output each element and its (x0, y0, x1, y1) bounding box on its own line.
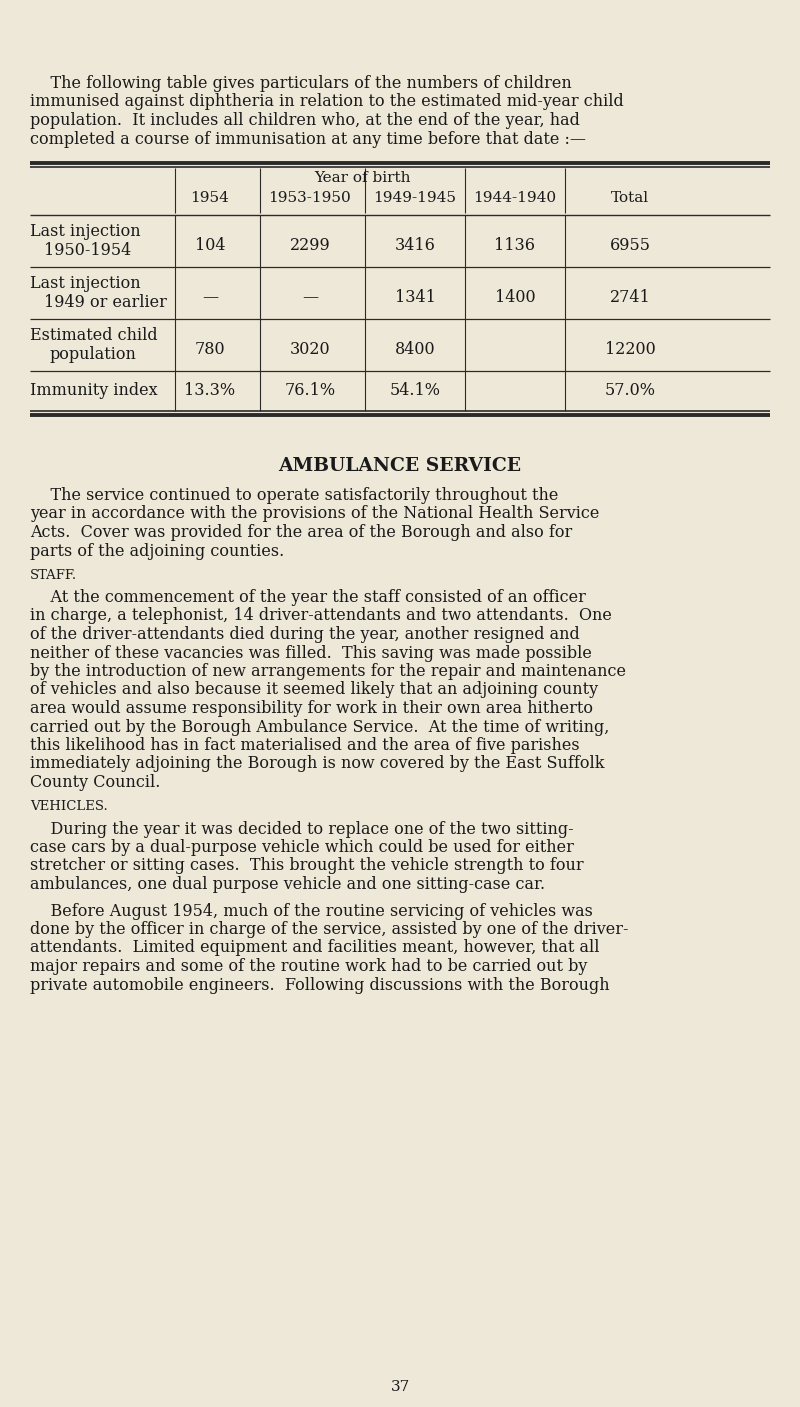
Text: 37: 37 (390, 1380, 410, 1394)
Text: 3416: 3416 (394, 236, 435, 255)
Text: 76.1%: 76.1% (285, 381, 335, 400)
Text: 1953-1950: 1953-1950 (269, 191, 351, 205)
Text: 13.3%: 13.3% (185, 381, 235, 400)
Text: Year of birth: Year of birth (314, 172, 410, 184)
Text: immunised against diphtheria in relation to the estimated mid-year child: immunised against diphtheria in relation… (30, 93, 624, 111)
Text: 1949 or earlier: 1949 or earlier (44, 294, 167, 311)
Text: County Council.: County Council. (30, 774, 160, 791)
Text: carried out by the Borough Ambulance Service.  At the time of writing,: carried out by the Borough Ambulance Ser… (30, 719, 610, 736)
Text: of the driver-attendants died during the year, another resigned and: of the driver-attendants died during the… (30, 626, 580, 643)
Text: of vehicles and also because it seemed likely that an adjoining county: of vehicles and also because it seemed l… (30, 681, 598, 698)
Text: completed a course of immunisation at any time before that date :—: completed a course of immunisation at an… (30, 131, 586, 148)
Text: STAFF.: STAFF. (30, 568, 77, 582)
Text: 2741: 2741 (610, 288, 650, 305)
Text: 1954: 1954 (190, 191, 230, 205)
Text: Acts.  Cover was provided for the area of the Borough and also for: Acts. Cover was provided for the area of… (30, 523, 572, 542)
Text: 12200: 12200 (605, 340, 655, 357)
Text: Estimated child: Estimated child (30, 326, 158, 343)
Text: VEHICLES.: VEHICLES. (30, 801, 108, 813)
Text: in charge, a telephonist, 14 driver-attendants and two attendants.  One: in charge, a telephonist, 14 driver-atte… (30, 608, 612, 625)
Text: area would assume responsibility for work in their own area hitherto: area would assume responsibility for wor… (30, 701, 593, 718)
Text: population.  It includes all children who, at the end of the year, had: population. It includes all children who… (30, 113, 580, 129)
Text: major repairs and some of the routine work had to be carried out by: major repairs and some of the routine wo… (30, 958, 587, 975)
Text: 1944-1940: 1944-1940 (474, 191, 557, 205)
Text: private automobile engineers.  Following discussions with the Borough: private automobile engineers. Following … (30, 976, 610, 993)
Text: 1400: 1400 (494, 288, 535, 305)
Text: 2299: 2299 (290, 236, 330, 255)
Text: 57.0%: 57.0% (605, 381, 655, 400)
Text: this likelihood has in fact materialised and the area of five parishes: this likelihood has in fact materialised… (30, 737, 580, 754)
Text: 1136: 1136 (494, 236, 535, 255)
Text: population: population (50, 346, 137, 363)
Text: 780: 780 (194, 340, 226, 357)
Text: Before August 1954, much of the routine servicing of vehicles was: Before August 1954, much of the routine … (30, 902, 593, 920)
Text: Immunity index: Immunity index (30, 381, 158, 400)
Text: 3020: 3020 (290, 340, 330, 357)
Text: At the commencement of the year the staff consisted of an officer: At the commencement of the year the staf… (30, 590, 586, 606)
Text: The service continued to operate satisfactorily throughout the: The service continued to operate satisfa… (30, 487, 558, 504)
Text: Last injection: Last injection (30, 274, 141, 293)
Text: —: — (302, 288, 318, 305)
Text: 8400: 8400 (394, 340, 435, 357)
Text: AMBULANCE SERVICE: AMBULANCE SERVICE (278, 457, 522, 476)
Text: by the introduction of new arrangements for the repair and maintenance: by the introduction of new arrangements … (30, 663, 626, 680)
Text: 1950-1954: 1950-1954 (44, 242, 131, 259)
Text: stretcher or sitting cases.  This brought the vehicle strength to four: stretcher or sitting cases. This brought… (30, 857, 584, 875)
Text: done by the officer in charge of the service, assisted by one of the driver-: done by the officer in charge of the ser… (30, 922, 629, 938)
Text: 1341: 1341 (394, 288, 435, 305)
Text: ambulances, one dual purpose vehicle and one sitting-case car.: ambulances, one dual purpose vehicle and… (30, 877, 545, 893)
Text: parts of the adjoining counties.: parts of the adjoining counties. (30, 543, 284, 560)
Text: Total: Total (611, 191, 649, 205)
Text: immediately adjoining the Borough is now covered by the East Suffolk: immediately adjoining the Borough is now… (30, 756, 605, 772)
Text: 6955: 6955 (610, 236, 650, 255)
Text: 1949-1945: 1949-1945 (374, 191, 457, 205)
Text: —: — (202, 288, 218, 305)
Text: The following table gives particulars of the numbers of children: The following table gives particulars of… (30, 75, 572, 91)
Text: During the year it was decided to replace one of the two sitting-: During the year it was decided to replac… (30, 820, 574, 837)
Text: Last injection: Last injection (30, 222, 141, 241)
Text: neither of these vacancies was filled.  This saving was made possible: neither of these vacancies was filled. T… (30, 644, 592, 661)
Text: 104: 104 (194, 236, 226, 255)
Text: 54.1%: 54.1% (390, 381, 441, 400)
Text: attendants.  Limited equipment and facilities meant, however, that all: attendants. Limited equipment and facili… (30, 940, 599, 957)
Text: case cars by a dual-purpose vehicle which could be used for either: case cars by a dual-purpose vehicle whic… (30, 839, 574, 855)
Text: year in accordance with the provisions of the National Health Service: year in accordance with the provisions o… (30, 505, 599, 522)
